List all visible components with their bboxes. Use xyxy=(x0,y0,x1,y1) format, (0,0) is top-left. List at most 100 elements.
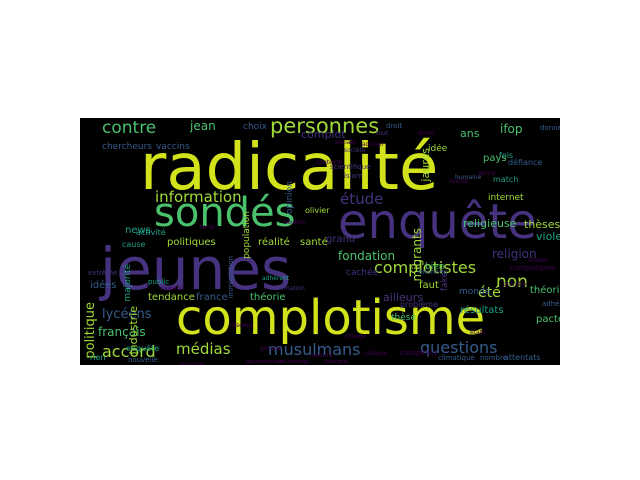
word-news: news xyxy=(125,225,151,236)
word-choix: choix xyxy=(243,122,267,132)
word-sante: santé xyxy=(300,237,328,248)
word-etudes: études xyxy=(528,257,549,264)
word-activite: activité xyxy=(136,228,166,237)
word-mesure: mesure xyxy=(310,352,333,359)
word-lyceens: lycéens xyxy=(102,307,152,322)
word-pacte: pacte xyxy=(536,314,560,325)
word-jeunes: jeunes xyxy=(100,235,292,303)
word-radicalite: radicalité xyxy=(140,131,439,205)
word-france: france xyxy=(196,292,228,303)
word-ete: été xyxy=(478,285,501,301)
word-francais: français xyxy=(98,325,146,339)
word-nouvelle: nouvelle xyxy=(128,356,158,364)
word-adhesion: adhésion xyxy=(542,300,560,308)
word-nombre: nombre xyxy=(480,354,508,362)
word-complotisme-small: complotisme xyxy=(510,264,556,272)
word-complotisme: complotisme xyxy=(176,290,486,346)
word-terre: terre xyxy=(200,224,215,231)
word-contexte: contexte xyxy=(316,159,343,166)
word-ans: ans xyxy=(460,127,480,140)
word-accueil: accueil xyxy=(362,141,384,148)
word-adherent: adhérent xyxy=(262,275,290,282)
word-medias: médias xyxy=(176,340,231,358)
word-questions: questions xyxy=(420,338,498,357)
word-ifop: ifop xyxy=(500,122,523,136)
word-conspiracy: conspiracy xyxy=(400,349,438,357)
word-olivier: olivier xyxy=(305,206,330,215)
word-etude: étude xyxy=(340,190,384,208)
word-vaccins: vaccins xyxy=(156,142,190,152)
word-complot: complot xyxy=(301,128,346,141)
word-donnees: données xyxy=(540,124,560,132)
word-soutien: soutien xyxy=(284,219,307,226)
word-valeurs: valeurs xyxy=(160,285,182,292)
word-idees: idées xyxy=(90,280,117,291)
word-accord: accord xyxy=(102,342,156,361)
word-cause: cause xyxy=(122,240,146,249)
word-theories: théories xyxy=(530,285,560,296)
word-scientifique: scientifique xyxy=(330,163,371,171)
word-extreme: extrême xyxy=(88,269,118,277)
word-grand: grand xyxy=(326,234,356,245)
word-realite: réalité xyxy=(258,237,290,248)
word-jean: jean xyxy=(190,119,216,133)
word-pourcentage: pourcentage xyxy=(278,359,310,365)
word-ailleurs: ailleurs xyxy=(383,291,423,304)
word-fois: fois xyxy=(499,151,514,160)
word-public: public xyxy=(148,278,170,286)
word-gouvernement: gouvernement xyxy=(246,359,283,365)
word-affirmation: affirmation xyxy=(272,285,305,292)
word-laicite: laïcité xyxy=(450,178,469,185)
word-cloud: radicalité complotisme jeunes enquête sondés… xyxy=(80,118,560,365)
word-religieuse: religieuse xyxy=(463,217,517,230)
word-politiques: politiques xyxy=(167,237,216,248)
word-probleme: problème xyxy=(400,300,439,309)
word-reseaux: réseaux xyxy=(230,322,254,329)
word-rien: rien xyxy=(90,353,106,362)
word-these: thèse xyxy=(391,313,416,323)
word-religion: religion xyxy=(492,247,537,261)
word-etats: états xyxy=(470,329,486,336)
word-defiance: défiance xyxy=(508,158,543,167)
word-humaine: humaine xyxy=(455,174,482,181)
word-genre: genre xyxy=(478,170,496,177)
word-prendre: prendre xyxy=(503,281,527,288)
word-majorite: majorité xyxy=(123,264,133,302)
word-politique: politique xyxy=(83,302,98,359)
word-fondation: fondation xyxy=(338,249,396,263)
word-theorie: théorie xyxy=(250,292,286,303)
word-resultats: résultats xyxy=(460,305,504,316)
word-societe: société xyxy=(344,147,366,154)
word-islam: islam xyxy=(344,172,363,180)
word-immigration: immigration xyxy=(227,256,235,299)
word-enonces: énoncés xyxy=(418,268,448,276)
word-contre: contre xyxy=(102,118,157,138)
word-sociale: sociale xyxy=(335,139,356,146)
word-musulmans: musulmans xyxy=(268,340,361,359)
word-ensemble: ensemble xyxy=(180,362,205,366)
word-enquete: enquête xyxy=(338,194,537,250)
word-population: population xyxy=(242,211,252,259)
word-cachee: cachée xyxy=(346,268,379,278)
word-chercheurs: chercheurs xyxy=(102,142,152,152)
word-sondes: sondés xyxy=(154,190,296,236)
word-non: non xyxy=(496,272,528,292)
word-clivage: clivage xyxy=(345,333,367,340)
word-pays: pays xyxy=(483,153,507,164)
word-tendance: tendance xyxy=(148,292,195,303)
word-theorique: théorique xyxy=(324,359,349,365)
word-information: information xyxy=(155,188,242,206)
word-personnes: personnes xyxy=(270,118,380,138)
word-match: match xyxy=(493,175,519,184)
word-enquete-small: enquête xyxy=(126,344,160,353)
word-violence: violence xyxy=(536,230,560,243)
word-attentats: attentats xyxy=(504,353,541,362)
word-idee: idée xyxy=(428,144,448,154)
word-internet: internet xyxy=(488,193,524,203)
word-faut: faut xyxy=(419,280,439,291)
word-ecole: école xyxy=(418,130,435,137)
word-theses: thèses xyxy=(524,218,560,231)
word-bien: bien xyxy=(425,262,445,272)
word-tout: tout xyxy=(376,130,389,137)
word-opinion: opinion xyxy=(285,181,295,215)
